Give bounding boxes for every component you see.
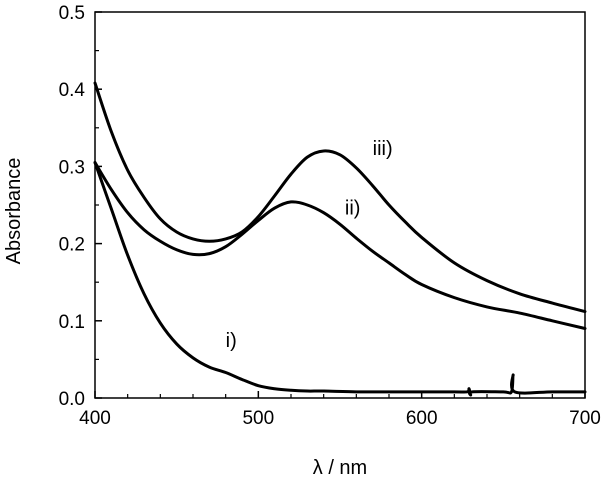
series-line-3 [93, 81, 587, 314]
x-tick-label: 600 [406, 408, 438, 429]
x-tick-label: 700 [569, 408, 601, 429]
plot-frame [94, 11, 586, 399]
series-line-2 [93, 161, 587, 331]
series-label-3: iii) [373, 138, 393, 160]
y-tick-label: 0.5 [59, 3, 85, 24]
plot-border [94, 11, 586, 399]
y-axis: 0.0 0.1 0.2 0.3 0.4 0.5 [59, 3, 102, 410]
series-label-1: i) [226, 330, 237, 352]
y-tick-label: 0.2 [59, 235, 85, 256]
y-tick-label: 0.4 [59, 80, 86, 101]
x-tick-label: 500 [242, 408, 274, 429]
series-label-2: ii) [345, 197, 361, 219]
series-layer [93, 81, 587, 397]
series-line-1 [93, 161, 587, 397]
x-tick-label: 400 [79, 408, 111, 429]
x-axis-title: λ / nm [313, 457, 367, 479]
x-axis: 400 500 600 700 [79, 391, 601, 429]
y-tick-label: 0.1 [59, 312, 85, 333]
y-axis-title: Absorbance [3, 158, 25, 265]
series-labels: i) ii) iii) [226, 138, 393, 352]
y-tick-label: 0.3 [59, 157, 85, 178]
y-tick-label: 0.0 [59, 389, 85, 410]
